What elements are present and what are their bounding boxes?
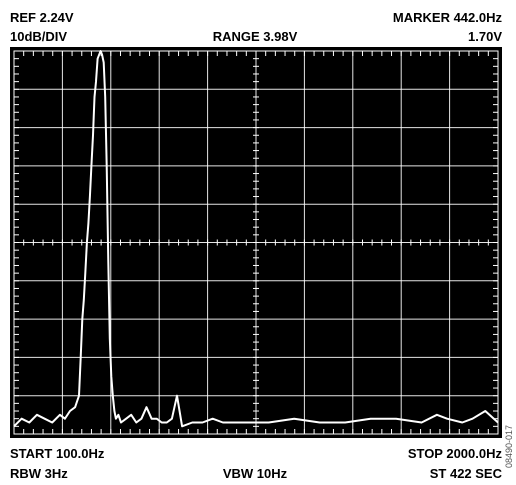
ref-level: REF 2.24V xyxy=(10,10,74,25)
range: RANGE 3.98V xyxy=(212,29,298,44)
marker-frequency: MARKER 442.0Hz xyxy=(392,10,502,25)
spectrum-trace xyxy=(13,50,499,428)
marker-value: 1.70V xyxy=(468,29,502,44)
video-bandwidth: VBW 10Hz xyxy=(222,466,288,481)
sweep-time: ST 422 SEC xyxy=(429,466,502,481)
spectrum-display xyxy=(10,47,502,438)
scale-per-division: 10dB/DIV xyxy=(10,29,68,44)
start-frequency: START 100.0Hz xyxy=(10,446,105,461)
spectrum-plot xyxy=(13,50,499,435)
figure-id: 08490-017 xyxy=(504,424,514,468)
resolution-bandwidth: RBW 3Hz xyxy=(10,466,68,481)
stop-frequency: STOP 2000.0Hz xyxy=(407,446,502,461)
